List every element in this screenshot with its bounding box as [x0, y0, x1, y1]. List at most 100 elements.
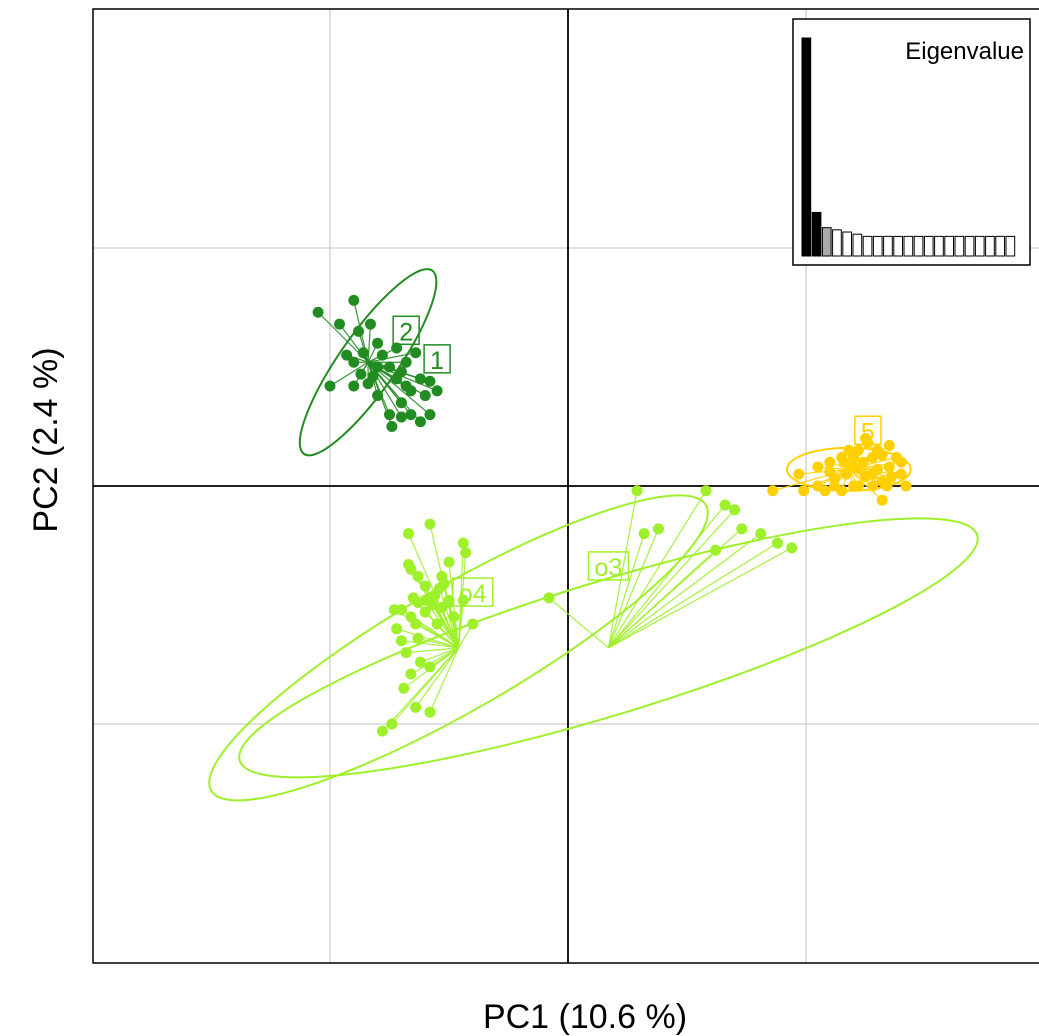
data-point-o4 [376, 725, 388, 737]
data-point-o4 [410, 618, 422, 630]
group-ellipse-o3 [238, 517, 979, 779]
eigenvalue-bar [974, 235, 985, 257]
eigenvalue-bar [842, 231, 852, 257]
group-link-o3 [607, 490, 638, 648]
data-point-o3 [652, 523, 664, 535]
group-link-o4 [420, 647, 459, 663]
data-point-o3 [638, 528, 650, 540]
group-link-o4 [401, 640, 459, 649]
data-point-5 [860, 432, 871, 444]
x-axis-label: PC1 (10.6 %) [483, 998, 687, 1036]
data-point-1 [410, 347, 422, 359]
data-point-1 [348, 356, 360, 368]
group-link-o4 [406, 647, 459, 654]
data-point-o4 [398, 682, 410, 694]
data-point-o4 [460, 547, 472, 559]
eigenvalue-bar [821, 227, 832, 257]
data-point-o4 [467, 618, 479, 630]
data-point-o4 [410, 701, 422, 713]
group-label-box-o4 [452, 577, 494, 607]
data-point-5 [824, 466, 836, 478]
data-point-5 [876, 449, 888, 461]
eigenvalue-bar [872, 235, 883, 257]
eigenvalue-bar [852, 233, 863, 257]
eigenvalue-bar [903, 235, 914, 257]
data-point-5 [883, 440, 895, 452]
eigenvalue-bars [801, 37, 1016, 257]
data-point-1 [424, 409, 436, 421]
data-point-1 [367, 371, 379, 383]
data-point-o3 [755, 528, 767, 540]
eigenvalue-bar [985, 235, 995, 257]
eigenvalue-bar [944, 235, 954, 257]
data-point-1 [414, 373, 426, 385]
eigenvalue-bar [934, 235, 944, 257]
data-point-o3 [631, 485, 643, 497]
data-point-5 [793, 468, 805, 480]
data-point-5 [857, 456, 869, 468]
data-point-1 [395, 366, 407, 378]
data-point-5 [900, 480, 912, 492]
data-point-1 [414, 416, 426, 428]
data-point-o3 [719, 499, 731, 511]
data-point-5 [819, 485, 831, 497]
group-link-5 [848, 468, 907, 487]
group-link-o4 [415, 623, 459, 649]
data-point-o4 [405, 563, 417, 575]
group-ellipses [208, 268, 979, 802]
data-point-o4 [403, 528, 415, 540]
group-link-o4 [417, 637, 459, 649]
data-point-5 [848, 461, 860, 473]
data-point-o3 [771, 537, 783, 549]
data-point-o4 [412, 632, 424, 644]
group-label-box-5 [854, 415, 882, 446]
data-point-o4 [412, 570, 424, 582]
group-label-o4: o4 [459, 580, 487, 608]
eigenvalue-bar [1005, 235, 1016, 257]
data-point-o4 [419, 580, 431, 592]
data-point-o4 [388, 604, 400, 616]
data-point-5 [848, 451, 860, 463]
data-point-1 [386, 421, 398, 432]
eigenvalue-bar [995, 235, 1005, 257]
group-label-box-1 [423, 344, 451, 374]
group-link-o3 [608, 509, 736, 649]
data-point-o4 [391, 623, 403, 635]
data-point-o3 [710, 544, 722, 556]
eigenvalue-bar [832, 229, 842, 257]
data-point-o4 [405, 668, 417, 680]
data-point-o4 [424, 661, 436, 673]
eigenvalue-inset: Eigenvalue [792, 18, 1031, 266]
group-link-o3 [607, 504, 726, 649]
group-link-o3 [607, 533, 645, 649]
data-point-5 [876, 494, 888, 506]
data-point-o3 [700, 485, 712, 497]
group-label-2: 2 [399, 318, 413, 346]
data-point-o4 [443, 594, 455, 606]
data-point-o4 [386, 718, 398, 730]
data-point-o4 [400, 647, 412, 659]
eigenvalue-bar [964, 235, 975, 257]
group-link-5 [848, 468, 883, 501]
data-point-1 [357, 347, 369, 359]
data-point-5 [829, 480, 841, 492]
data-point-o3 [736, 523, 748, 535]
data-point-o4 [424, 518, 436, 530]
data-point-5 [852, 480, 864, 492]
data-point-o4 [419, 594, 431, 606]
eigenvalue-bar [801, 37, 812, 257]
data-points [312, 294, 912, 737]
data-point-1 [372, 337, 384, 349]
data-point-1 [431, 385, 443, 397]
group-link-o4 [415, 647, 460, 708]
eigenvalue-bar [954, 235, 965, 257]
data-point-1 [334, 318, 346, 330]
data-point-1 [391, 342, 403, 354]
data-point-o4 [457, 537, 469, 549]
group-link-o3 [548, 597, 609, 649]
group-link-o3 [608, 549, 716, 649]
data-point-o4 [448, 611, 460, 623]
eigenvalue-bar [862, 235, 873, 257]
data-point-o4 [457, 594, 469, 606]
group-link-1 [367, 352, 416, 363]
